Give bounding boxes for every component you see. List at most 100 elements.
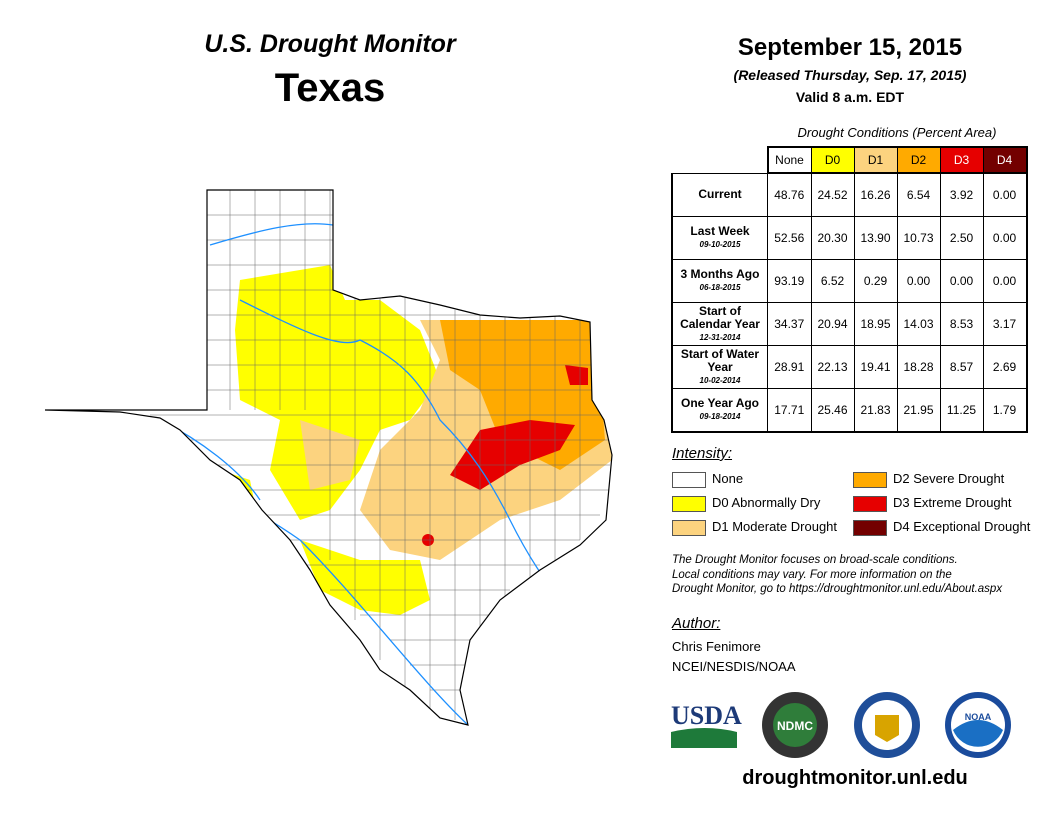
footer-url[interactable]: droughtmonitor.unl.edu [742, 767, 968, 789]
row-label: Start of Calendar Year 12-31-2014 [671, 302, 768, 346]
table-cell: 20.30 [810, 216, 855, 260]
table-cell: 2.69 [982, 345, 1028, 389]
note-line: Local conditions may vary. For more info… [672, 568, 952, 581]
disclaimer-note: The Drought Monitor focuses on broad-sca… [672, 553, 1002, 597]
table-cell: 18.95 [853, 302, 898, 346]
legend-label: D3 Extreme Drought [893, 495, 1012, 510]
table-row: Start of Water Year 10-02-2014 28.91 22.13 1… [671, 345, 1028, 389]
usda-logo: USDA [671, 701, 742, 748]
table-cell: 0.00 [896, 259, 941, 303]
row-date: 06-18-2015 [699, 283, 741, 292]
col-d2: D2 [896, 146, 941, 174]
author-name: Chris Fenimore [672, 639, 761, 654]
row-date: 09-18-2014 [699, 412, 741, 421]
col-d1: D1 [853, 146, 898, 174]
table-cell: 16.26 [853, 172, 898, 217]
table-cell: 0.00 [982, 216, 1028, 260]
table-cell: 0.00 [982, 172, 1028, 217]
drought-conditions-table: None D0 D1 D2 D3 D4 Current 48.76 24.52 16.… [671, 146, 1028, 433]
legend-item: D1 Moderate Drought [672, 519, 837, 536]
row-label: Current [671, 172, 768, 217]
legend-label: D0 Abnormally Dry [712, 495, 821, 510]
table-cell: 21.95 [896, 388, 941, 433]
table-cell: 34.37 [767, 302, 812, 346]
legend-item: None [672, 471, 743, 488]
table-cell: 93.19 [767, 259, 812, 303]
table-cell: 52.56 [767, 216, 812, 260]
svg-text:NDMC: NDMC [777, 719, 813, 733]
row-date: 09-10-2015 [699, 240, 741, 249]
row-label: Last Week 09-10-2015 [671, 216, 768, 260]
release-date: (Released Thursday, Sep. 17, 2015) [733, 67, 967, 83]
table-row: One Year Ago 09-18-2014 17.71 25.46 21.83 21.… [671, 388, 1028, 433]
table-cell: 19.41 [853, 345, 898, 389]
svg-text:NOAA: NOAA [965, 712, 992, 722]
row-label-text: Start of Water Year [680, 346, 760, 374]
table-cell: 6.52 [810, 259, 855, 303]
note-line: The Drought Monitor focuses on broad-sca… [672, 554, 958, 566]
table-cell: 6.54 [896, 172, 941, 217]
d3-area [450, 420, 575, 490]
intensity-title: Intensity: [672, 445, 733, 462]
col-d0: D0 [810, 146, 855, 174]
table-cell: 0.29 [853, 259, 898, 303]
valid-time: Valid 8 a.m. EDT [795, 89, 905, 105]
row-label-text: Start of Calendar Year [680, 303, 760, 331]
table-cell: 11.25 [939, 388, 984, 433]
author-title: Author: [672, 615, 721, 632]
legend-label: D1 Moderate Drought [712, 519, 838, 534]
legend-swatch [672, 519, 706, 536]
table-cell: 21.83 [853, 388, 898, 433]
row-label-text: Last Week [690, 224, 750, 238]
row-label: 3 Months Ago 06-18-2015 [671, 259, 768, 303]
note-line: Drought Monitor, go to https://droughtmo… [672, 583, 1003, 595]
legend-label: None [712, 471, 744, 486]
row-date: 10-02-2014 [699, 375, 741, 385]
table-row: Current 48.76 24.52 16.26 6.54 3.92 0.00 [671, 172, 1028, 217]
agency-logos: USDA NDMC NOAA [671, 692, 1011, 758]
legend-swatch [853, 495, 887, 512]
legend-swatch [672, 471, 706, 488]
noaa-logo: NOAA [945, 692, 1011, 758]
row-label: Start of Water Year 10-02-2014 [671, 345, 768, 389]
row-label-text: Current [698, 187, 742, 202]
table-cell: 2.50 [939, 216, 984, 260]
table-row: Last Week 09-10-2015 52.56 20.30 13.90 10.73 2… [671, 216, 1028, 260]
row-label: One Year Ago 09-18-2014 [671, 388, 768, 433]
d0-area-trans-pecos [170, 470, 260, 540]
county-lines [100, 190, 610, 720]
legend-item: D0 Abnormally Dry [672, 495, 820, 512]
table-row: 3 Months Ago 06-18-2015 93.19 6.52 0.29 0.00 0… [671, 259, 1028, 303]
table-cell: 13.90 [853, 216, 898, 260]
row-label-text: 3 Months Ago [680, 267, 760, 281]
d0-area-west [235, 265, 440, 520]
table-cell: 1.79 [982, 388, 1028, 433]
table-cell: 22.13 [810, 345, 855, 389]
table-cell: 10.73 [896, 216, 941, 260]
map-date: September 15, 2015 [737, 34, 963, 61]
ndmc-logo: NDMC [762, 692, 828, 758]
texas-drought-map [44, 189, 613, 726]
table-cell: 3.92 [939, 172, 984, 217]
table-cell: 8.57 [939, 345, 984, 389]
col-none: None [767, 146, 812, 174]
legend-label: D4 Exceptional Drought [893, 519, 1031, 534]
commerce-seal-logo [854, 692, 920, 758]
table-cell: 8.53 [939, 302, 984, 346]
legend-item: D2 Severe Drought [853, 471, 1004, 488]
col-d4: D4 [982, 146, 1028, 174]
table-cell: 25.46 [810, 388, 855, 433]
d0-area-south [300, 540, 430, 615]
table-caption: Drought Conditions (Percent Area) [797, 125, 997, 140]
table-cell: 14.03 [896, 302, 941, 346]
table-cell: 0.00 [982, 259, 1028, 303]
legend-swatch [853, 471, 887, 488]
legend-item: D3 Extreme Drought [853, 495, 1012, 512]
legend-item: D4 Exceptional Drought [853, 519, 1030, 536]
col-d3: D3 [939, 146, 984, 174]
row-label-text: One Year Ago [680, 396, 760, 410]
legend-swatch [853, 519, 887, 536]
table-header-row: None D0 D1 D2 D3 D4 [672, 146, 1028, 174]
table-cell: 3.17 [982, 302, 1028, 346]
legend-label: D2 Severe Drought [893, 471, 1005, 486]
